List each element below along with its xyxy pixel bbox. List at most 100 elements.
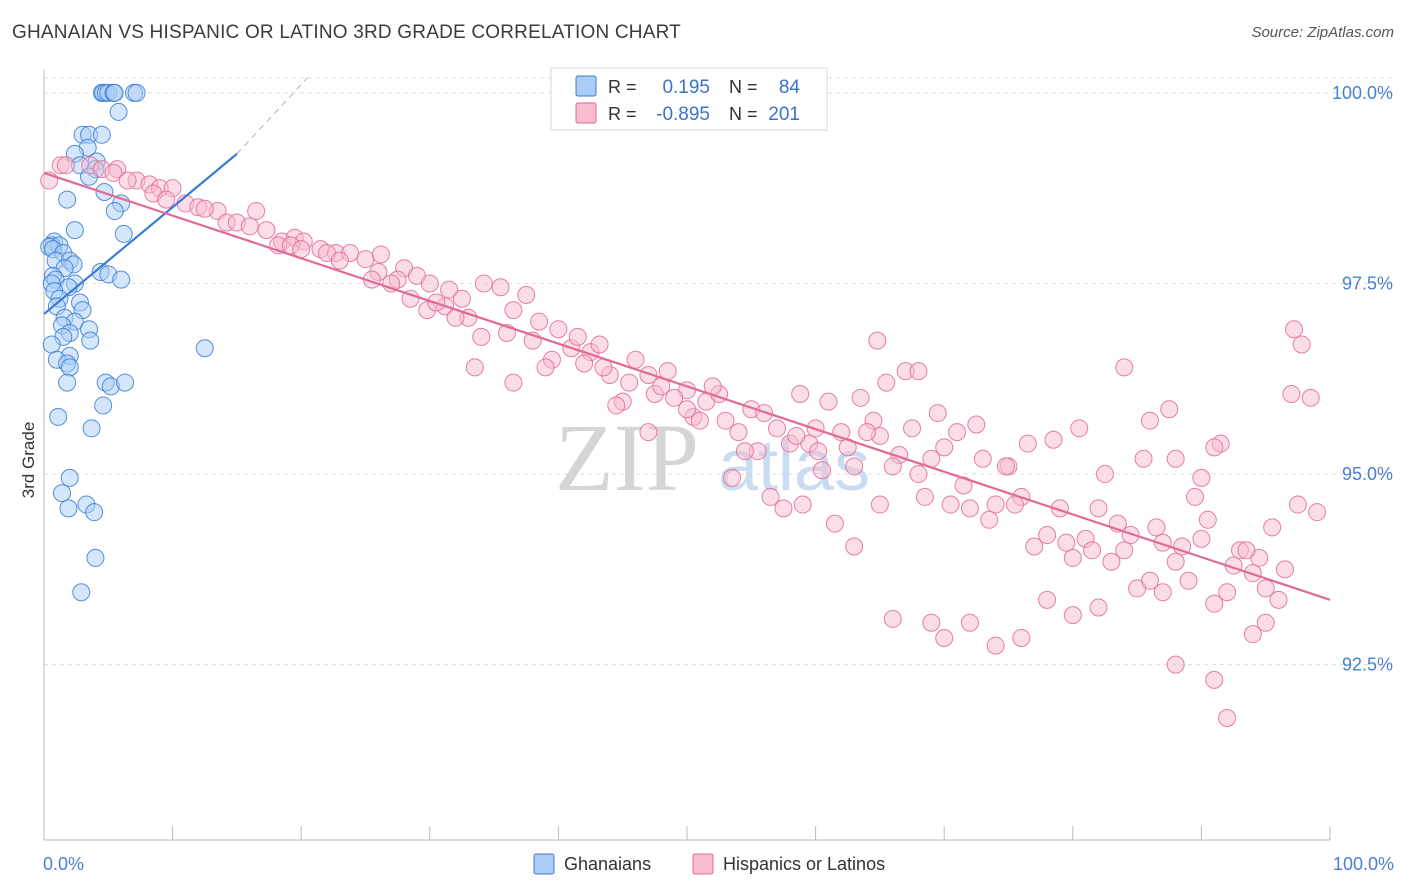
hispanic-point <box>851 388 870 407</box>
ghanaian-point <box>105 202 124 221</box>
hispanic-point <box>883 609 902 628</box>
hispanic-point <box>665 388 684 407</box>
hispanic-point <box>1205 670 1224 689</box>
series-legend: Ghanaians Hispanics or Latinos <box>533 853 885 875</box>
bottom-legend-swatch-blue <box>533 853 555 875</box>
hispanic-point <box>1063 548 1082 567</box>
hispanic-point <box>1292 335 1311 354</box>
hispanic-point <box>1063 606 1082 625</box>
y-tick-label: 100.0% <box>1332 83 1393 103</box>
hispanic-point <box>620 373 639 392</box>
y-tick-label: 97.5% <box>1342 273 1393 293</box>
hispanic-point <box>858 423 877 442</box>
hispanic-point <box>809 442 828 461</box>
bottom-legend-label-ghanaians: Ghanaians <box>564 854 651 874</box>
hispanic-point <box>729 423 748 442</box>
ghanaian-point <box>109 102 128 121</box>
hispanic-point <box>1160 400 1179 419</box>
hispanic-point <box>954 476 973 495</box>
hispanic-point <box>1038 590 1057 609</box>
hispanic-point <box>922 613 941 632</box>
ghanaian-point <box>60 468 79 487</box>
hispanic-point <box>915 487 934 506</box>
hispanic-point <box>1218 583 1237 602</box>
y-axis-label: 3rd Grade <box>19 422 38 499</box>
trend-lines <box>43 77 1331 601</box>
legend-n-value-blue: 84 <box>779 77 801 98</box>
hispanic-point <box>909 465 928 484</box>
hispanic-point <box>973 449 992 468</box>
hispanic-point <box>240 217 259 236</box>
hispanic-point <box>716 411 735 430</box>
y-tick-label: 95.0% <box>1342 464 1393 484</box>
hispanic-point <box>1089 598 1108 617</box>
hispanic-point <box>1115 358 1134 377</box>
ghanaian-point <box>114 224 133 243</box>
legend-n-label-pink: N = <box>729 104 758 124</box>
hispanic-point <box>530 312 549 331</box>
hispanic-point <box>735 442 754 461</box>
bottom-legend-label-hispanics: Hispanics or Latinos <box>723 854 885 874</box>
hispanic-point <box>104 163 123 182</box>
hispanic-point <box>517 285 536 304</box>
hispanic-point <box>465 358 484 377</box>
hispanic-point <box>986 636 1005 655</box>
hispanic-point <box>1192 529 1211 548</box>
hispanic-point <box>813 461 832 480</box>
ghanaian-point <box>112 270 131 289</box>
hispanic-point <box>575 354 594 373</box>
hispanic-point <box>870 495 889 514</box>
ghanaian-point <box>195 339 214 358</box>
hispanic-point <box>56 156 75 175</box>
hispanic-point <box>791 385 810 404</box>
hispanics-trend-line <box>43 171 1331 601</box>
hispanic-point <box>1140 571 1159 590</box>
legend-n-label-blue: N = <box>729 77 758 97</box>
hispanic-point <box>420 274 439 293</box>
hispanic-point <box>1256 613 1275 632</box>
hispanic-point <box>452 289 471 308</box>
hispanic-point <box>1115 541 1134 560</box>
hispanic-point <box>935 438 954 457</box>
chart-title: GHANAIAN VS HISPANIC OR LATINO 3RD GRADE… <box>12 22 681 43</box>
ghanaian-point <box>60 358 79 377</box>
ghanaians-points <box>40 83 214 602</box>
hispanic-point <box>819 392 838 411</box>
hispanic-point <box>960 613 979 632</box>
ghanaian-point <box>92 125 111 144</box>
axes <box>43 70 1331 841</box>
hispanic-point <box>1198 510 1217 529</box>
hispanic-point <box>1057 533 1076 552</box>
hispanic-point <box>1018 434 1037 453</box>
y-tick-labels: 100.0% 97.5% 95.0% 92.5% <box>1332 83 1393 675</box>
hispanic-point <box>1179 571 1198 590</box>
hispanic-point <box>1070 419 1089 438</box>
ghanaian-point <box>72 583 91 602</box>
ghanaian-point <box>65 221 84 240</box>
legend-swatch-pink <box>575 102 597 124</box>
hispanic-point <box>1173 537 1192 556</box>
ghanaian-point <box>105 83 124 102</box>
hispanic-point <box>868 331 887 350</box>
legend-n-value-pink: 201 <box>768 104 800 125</box>
hispanic-point <box>768 419 787 438</box>
hispanic-point <box>903 419 922 438</box>
hispanic-point <box>356 250 375 269</box>
hispanic-point <box>787 426 806 445</box>
hispanic-point <box>1166 655 1185 674</box>
hispanic-point <box>257 221 276 240</box>
hispanic-point <box>793 495 812 514</box>
ghanaian-point <box>42 335 61 354</box>
legend-r-value-blue: 0.195 <box>662 77 710 98</box>
hispanic-point <box>568 327 587 346</box>
hispanic-point <box>1284 320 1303 339</box>
hispanic-point <box>401 289 420 308</box>
hispanic-point <box>1192 468 1211 487</box>
hispanic-point <box>1038 526 1057 545</box>
hispanic-point <box>986 495 1005 514</box>
hispanic-point <box>474 274 493 293</box>
hispanic-point <box>1095 465 1114 484</box>
hispanic-point <box>371 245 390 264</box>
hispanic-point <box>845 457 864 476</box>
